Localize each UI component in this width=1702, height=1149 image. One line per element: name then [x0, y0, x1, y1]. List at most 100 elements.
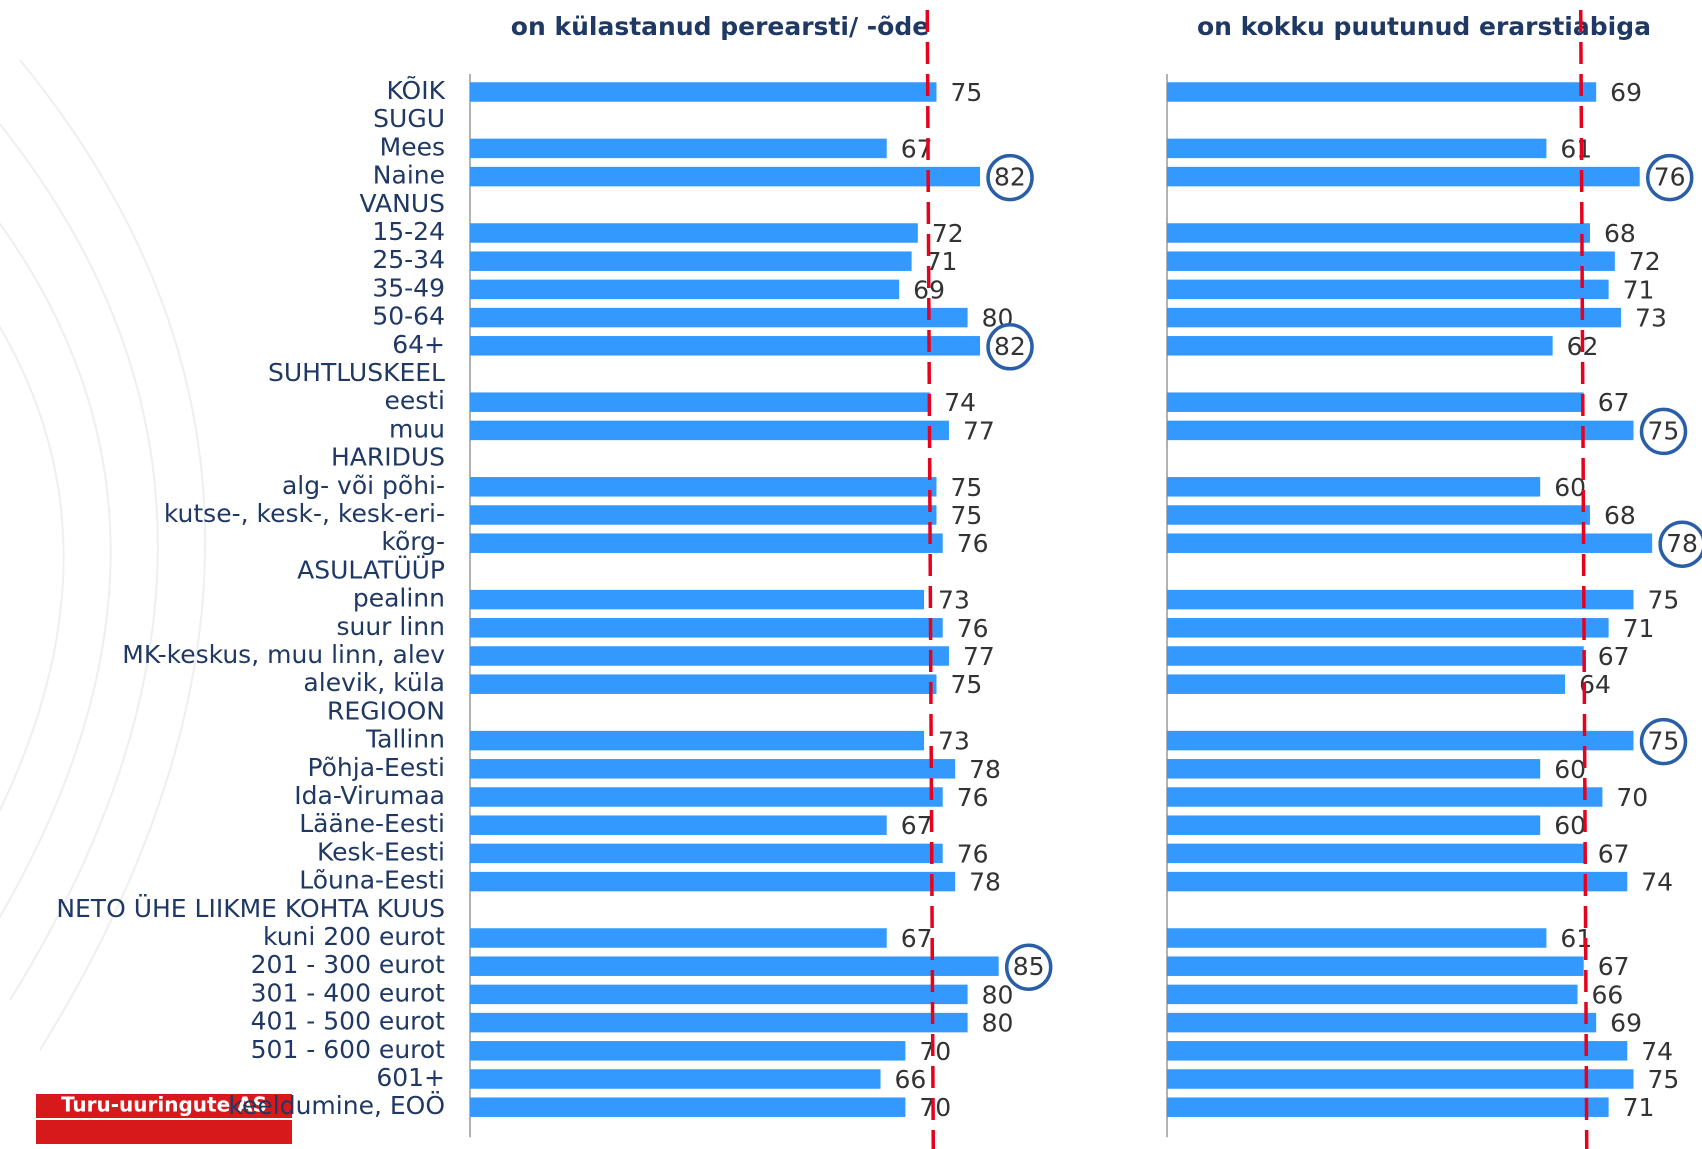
category-label: 401 - 500 eurot	[251, 1007, 446, 1036]
logo-stripe	[36, 1118, 292, 1120]
category-label: 201 - 300 eurot	[251, 950, 446, 979]
bar	[470, 646, 949, 666]
value-label: 73	[1635, 304, 1667, 333]
highlight-circle	[986, 153, 1034, 202]
value-label: 77	[963, 416, 995, 445]
bar	[1167, 505, 1590, 525]
value-label: 80	[982, 1009, 1014, 1038]
value-label: 73	[938, 586, 970, 615]
background-arcs	[0, 59, 206, 1051]
value-label: 78	[969, 868, 1001, 897]
category-label: 50-64	[372, 302, 445, 331]
value-label: 71	[926, 247, 958, 276]
value-label: 75	[951, 78, 983, 107]
value-label: 66	[895, 1065, 927, 1094]
value-label: 67	[1598, 952, 1630, 981]
highlight-circle	[1639, 717, 1688, 766]
category-label: Mees	[380, 132, 445, 161]
value-label: 67	[901, 924, 933, 953]
bar	[470, 1012, 968, 1033]
bar	[1167, 533, 1653, 553]
value-label: 60	[1554, 473, 1586, 502]
value-label: 75	[1648, 416, 1680, 445]
highlight-circle	[1639, 407, 1688, 456]
value-label: 78	[969, 755, 1001, 784]
bar	[470, 82, 937, 102]
bar	[1167, 223, 1590, 243]
value-label: 74	[944, 388, 976, 417]
bar	[470, 674, 937, 694]
bar	[470, 392, 931, 412]
bar	[1167, 618, 1609, 638]
bar	[1167, 1069, 1634, 1089]
bar	[1167, 984, 1578, 1005]
bar	[470, 1097, 906, 1117]
category-label: suur linn	[336, 612, 445, 641]
value-label: 75	[951, 501, 983, 530]
category-label: Lääne-Eesti	[299, 809, 445, 838]
bar	[1167, 307, 1622, 328]
bar	[1167, 843, 1584, 864]
bar	[1167, 928, 1547, 948]
reference-line	[1578, 9, 1589, 1149]
bar	[470, 956, 999, 976]
bar	[470, 984, 968, 1005]
value-label: 69	[1610, 1009, 1642, 1038]
bar	[1167, 166, 1640, 187]
bar	[470, 138, 887, 159]
bar	[1167, 956, 1584, 976]
category-label: SUGU	[373, 104, 445, 133]
value-label: 71	[1623, 275, 1655, 304]
bar	[470, 928, 887, 948]
category-label: 15-24	[372, 217, 445, 246]
value-label: 68	[1604, 219, 1636, 248]
value-label: 67	[1598, 642, 1630, 671]
bar	[470, 336, 981, 356]
bar	[470, 815, 887, 835]
value-label: 75	[951, 473, 983, 502]
category-label: HARIDUS	[331, 443, 445, 472]
value-label: 74	[1641, 868, 1673, 897]
value-label: 76	[957, 839, 989, 868]
value-label: 60	[1554, 755, 1586, 784]
bar	[470, 223, 918, 243]
category-label: Ida-Virumaa	[294, 781, 445, 810]
highlight-circle	[1658, 520, 1702, 568]
value-label: 66	[1592, 980, 1624, 1009]
bar	[470, 871, 956, 892]
value-label: 73	[938, 727, 970, 756]
category-label: alevik, küla	[303, 668, 445, 697]
category-label: Tallinn	[365, 725, 445, 754]
category-label: REGIOON	[327, 696, 445, 725]
bar	[1167, 477, 1541, 497]
category-label: pealinn	[353, 584, 445, 613]
value-label: 76	[957, 529, 989, 558]
bar	[470, 589, 925, 610]
value-label: 75	[1648, 586, 1680, 615]
value-label: 74	[1641, 1037, 1673, 1066]
category-label: 601+	[376, 1063, 445, 1092]
value-label: 82	[994, 332, 1026, 361]
panel-title: on kokku puutunud erarstiabiga	[1197, 12, 1651, 41]
bar	[470, 420, 949, 441]
category-label: kõrg-	[381, 527, 445, 556]
panel-title: on külastanud perearsti/ -õde	[511, 12, 929, 41]
bar	[1167, 871, 1628, 892]
value-label: 76	[1654, 163, 1686, 192]
category-label: 35-49	[372, 273, 445, 302]
value-label: 72	[932, 219, 964, 248]
logo-text: Turu-uuringute AS	[61, 1093, 267, 1117]
category-label: 301 - 400 eurot	[251, 978, 446, 1007]
category-label: Naine	[373, 161, 445, 190]
category-label: Lõuna-Eesti	[299, 866, 445, 895]
category-label: alg- või põhi-	[282, 471, 445, 500]
value-label: 85	[1013, 952, 1045, 981]
bar	[1167, 82, 1597, 102]
bar	[1167, 1041, 1628, 1061]
bar	[470, 759, 956, 779]
category-label: Kesk-Eesti	[317, 837, 445, 866]
bar	[1167, 392, 1584, 412]
highlight-circle	[1645, 153, 1694, 202]
bar	[470, 505, 937, 525]
